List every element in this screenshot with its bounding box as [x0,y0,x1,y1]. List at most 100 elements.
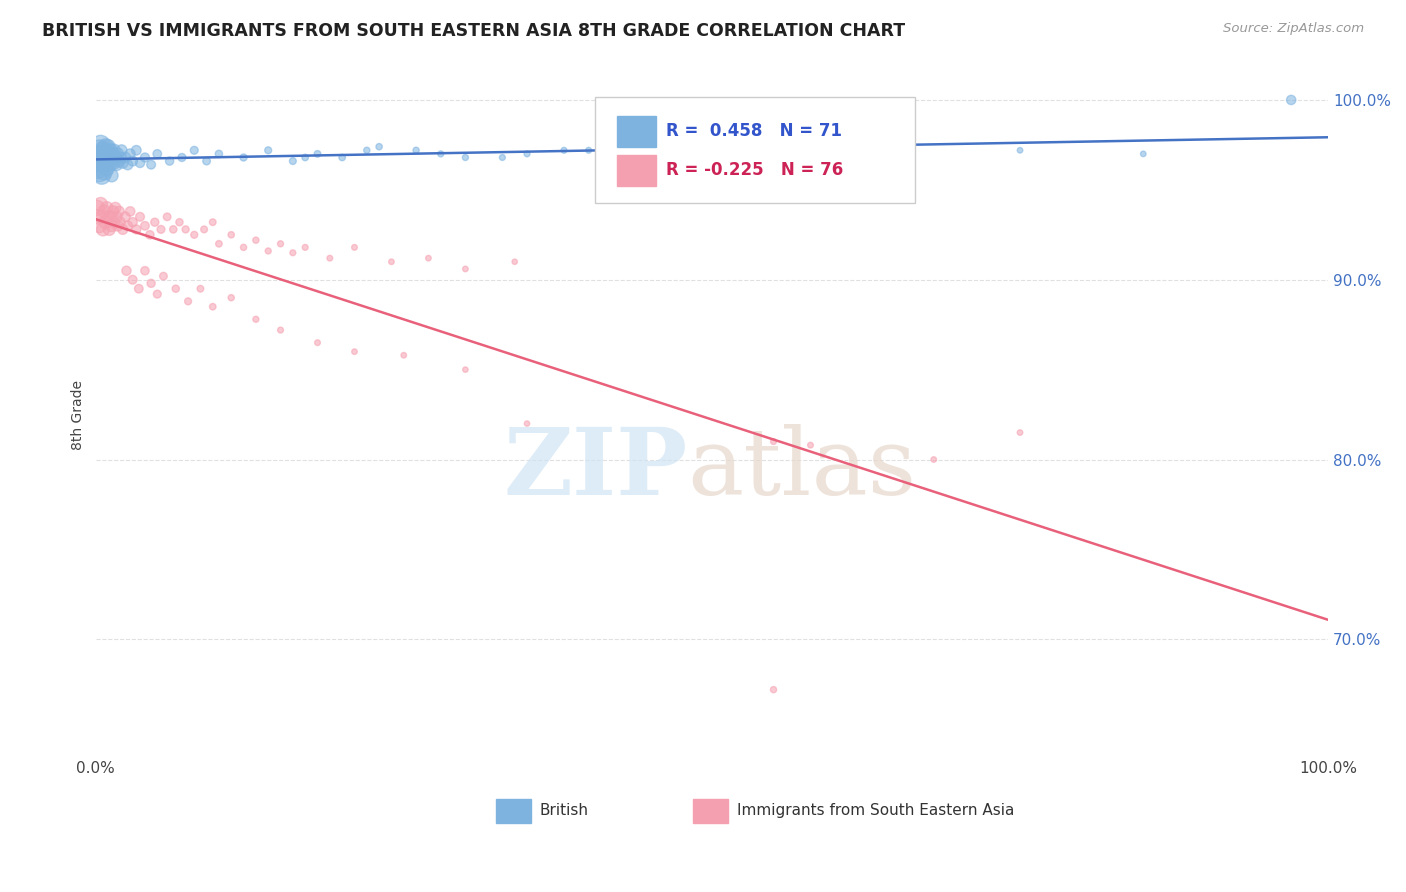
Text: BRITISH VS IMMIGRANTS FROM SOUTH EASTERN ASIA 8TH GRADE CORRELATION CHART: BRITISH VS IMMIGRANTS FROM SOUTH EASTERN… [42,22,905,40]
Point [94,215,117,229]
Point [762,434,785,449]
Point [89,165,111,179]
Point [183,227,205,242]
Point [134,151,156,165]
Point [93,204,115,219]
Point [149,222,172,236]
Point [125,143,148,157]
Point [100,219,122,233]
Point [177,294,200,309]
Point [143,215,166,229]
Point [270,236,292,251]
Point [257,244,280,258]
Point [201,300,224,314]
Point [90,210,112,224]
Point [108,154,131,169]
Point [614,151,637,165]
Point [139,227,162,242]
Point [307,147,329,161]
Point [128,282,150,296]
Bar [693,799,728,823]
Point [165,282,187,296]
Text: atlas: atlas [688,425,917,514]
Point [91,143,114,157]
Point [117,219,139,233]
Point [174,222,197,236]
Point [94,156,117,170]
Point [1008,425,1031,440]
Point [454,262,477,277]
Point [97,139,120,153]
Point [281,245,304,260]
Point [491,151,513,165]
Point [93,165,115,179]
Point [232,240,254,254]
Bar [496,799,530,823]
Point [183,143,205,157]
Point [110,143,132,157]
Point [117,158,139,172]
Point [418,251,440,265]
Text: Immigrants from South Eastern Asia: Immigrants from South Eastern Asia [737,804,1014,818]
Point [429,147,451,161]
Point [100,158,122,172]
Point [89,219,111,233]
Point [232,151,254,165]
Text: Source: ZipAtlas.com: Source: ZipAtlas.com [1223,22,1364,36]
Point [208,147,231,161]
Point [87,210,110,224]
Text: R =  0.458   N = 71: R = 0.458 N = 71 [666,122,842,140]
Point [100,169,122,183]
Point [91,222,114,236]
Point [89,143,111,157]
Point [97,151,120,165]
Point [1279,93,1302,107]
Point [152,269,174,284]
Point [110,151,132,165]
Point [86,201,108,215]
Point [100,143,122,157]
Point [105,210,128,224]
Point [553,143,575,157]
Text: R = -0.225   N = 76: R = -0.225 N = 76 [666,161,844,179]
Point [762,682,785,697]
Point [98,222,121,236]
Point [125,222,148,236]
Point [762,154,785,169]
Point [849,151,872,165]
Point [343,344,366,359]
Point [294,240,316,254]
Point [139,158,162,172]
Point [114,210,136,224]
Point [146,287,169,301]
Point [454,151,477,165]
Bar [617,116,657,147]
Point [90,147,112,161]
Point [356,143,378,157]
Point [1008,143,1031,157]
Point [170,151,193,165]
Point [190,282,212,296]
Point [103,215,125,229]
Point [156,210,179,224]
Point [294,151,316,165]
Point [104,151,127,165]
Point [121,215,143,229]
Point [100,151,122,165]
Point [93,151,115,165]
Point [98,154,121,169]
Point [100,210,122,224]
Point [91,156,114,170]
Point [111,222,134,236]
Point [90,137,112,152]
Point [129,210,152,224]
Point [97,210,120,224]
Point [257,143,280,157]
Point [115,264,138,278]
Point [1132,147,1154,161]
Point [281,154,304,169]
Point [343,240,366,254]
Point [319,251,342,265]
Point [94,139,117,153]
Point [195,154,218,169]
